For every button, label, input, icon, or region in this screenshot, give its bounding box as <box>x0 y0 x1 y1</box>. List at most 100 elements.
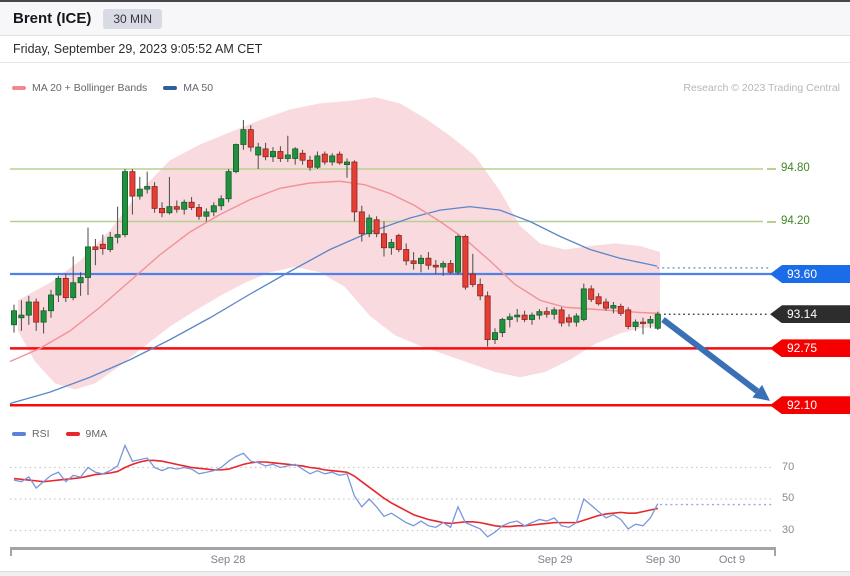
candle-body <box>144 186 151 190</box>
candle-body <box>506 316 513 320</box>
candle-body <box>603 301 610 309</box>
candle-body <box>632 321 639 327</box>
candle-body <box>329 155 336 163</box>
candle-body <box>514 314 521 318</box>
candle-body <box>462 235 469 288</box>
bollinger-legend-label: MA 20 + Bollinger Bands <box>32 82 148 94</box>
candle-body <box>395 235 402 250</box>
candle-body <box>343 161 350 166</box>
main-legend: MA 20 + Bollinger Bands MA 50 <box>12 82 229 94</box>
rsi-chart-canvas <box>10 443 772 538</box>
candle-body <box>417 257 424 264</box>
rsi-legend-label: RSI <box>32 428 50 440</box>
candle-body <box>136 188 143 197</box>
candle-body <box>33 301 40 323</box>
candle-body <box>255 146 262 156</box>
candle-body <box>40 310 47 323</box>
candle-body <box>188 201 195 208</box>
candle-body <box>499 319 506 334</box>
candle-body <box>10 310 17 326</box>
candle-body <box>269 151 276 158</box>
candle-body <box>573 315 580 323</box>
rsi-ma-legend-label: 9MA <box>85 428 108 440</box>
candle-body <box>107 236 114 250</box>
candle-body <box>640 321 647 324</box>
rsi-axis-label: 50 <box>782 492 795 504</box>
candle-body <box>195 207 202 217</box>
candle-body <box>321 153 328 163</box>
candle-body <box>114 234 121 238</box>
candle-body <box>403 249 410 262</box>
resistance-level-tick <box>767 220 776 223</box>
candle-body <box>558 309 565 324</box>
candle-body <box>432 264 439 268</box>
candle-body <box>529 314 536 320</box>
candle-body <box>625 309 632 327</box>
candle-body <box>166 206 173 214</box>
candle-body <box>654 313 661 329</box>
rsi-axis-label: 70 <box>782 460 795 473</box>
candle-body <box>247 129 254 148</box>
x-axis-date-label: Oct 9 <box>718 554 746 566</box>
candle-body <box>299 152 306 161</box>
candle-body <box>617 305 624 314</box>
candle-body <box>336 153 343 164</box>
candle-body <box>18 314 25 319</box>
rsi-ma-legend-swatch <box>65 432 80 436</box>
interval-badge: 30 MIN <box>103 8 163 29</box>
candle-body <box>373 219 380 235</box>
candle-body <box>647 319 654 324</box>
ma50-line <box>9 205 658 405</box>
candle-body <box>543 311 550 315</box>
candle-body <box>129 171 136 197</box>
candle-body <box>62 277 69 299</box>
instrument-title: Brent (ICE) <box>13 10 92 27</box>
ma20-line <box>9 180 661 363</box>
x-axis-left-cap <box>10 547 12 556</box>
candle-body <box>284 154 291 159</box>
candle-body <box>210 205 217 213</box>
candle-body <box>454 235 461 273</box>
candle-body <box>566 317 573 323</box>
resistance-level-tick <box>767 168 776 170</box>
candle-body <box>218 198 225 207</box>
candle-body <box>70 282 77 299</box>
candle-body <box>225 171 232 200</box>
candle-body <box>588 288 595 300</box>
candle-body <box>203 211 210 217</box>
candle-body <box>85 246 92 278</box>
candle-body <box>536 311 543 316</box>
candle-body <box>410 260 417 264</box>
candle-body <box>262 148 269 158</box>
candle-body <box>25 301 32 316</box>
bollinger-legend-swatch <box>12 86 26 90</box>
candle-body <box>48 294 55 312</box>
page-footer-band <box>0 571 850 576</box>
candle-body <box>92 246 99 250</box>
price-tag: 93.60 <box>770 265 850 283</box>
candle-body <box>425 257 432 266</box>
x-axis-line <box>10 547 776 550</box>
copyright-watermark: Research © 2023 Trading Central <box>683 82 840 94</box>
analysis-datetime: Friday, September 29, 2023 9:05:52 AM CE… <box>0 36 850 63</box>
resistance-level-label: 94.80 <box>781 162 810 174</box>
bollinger-band-fill <box>18 97 660 390</box>
candle-body <box>380 233 387 249</box>
candle-body <box>122 171 129 236</box>
candle-body <box>314 155 321 168</box>
price-chart-canvas <box>9 97 772 407</box>
candle-body <box>610 305 617 309</box>
candle-body <box>151 186 158 209</box>
candle-body <box>366 217 373 235</box>
x-axis-date-label: Sep 28 <box>210 554 246 566</box>
x-axis-right-cap <box>774 547 776 556</box>
rsi-axis-label: 30 <box>782 523 795 536</box>
ma50-legend-label: MA 50 <box>183 82 214 94</box>
candle-body <box>173 206 180 210</box>
candle-body <box>491 332 498 341</box>
candle-body <box>232 144 239 173</box>
rsi-9ma-line <box>13 459 658 528</box>
candle-body <box>77 277 84 284</box>
candle-body <box>447 263 454 273</box>
